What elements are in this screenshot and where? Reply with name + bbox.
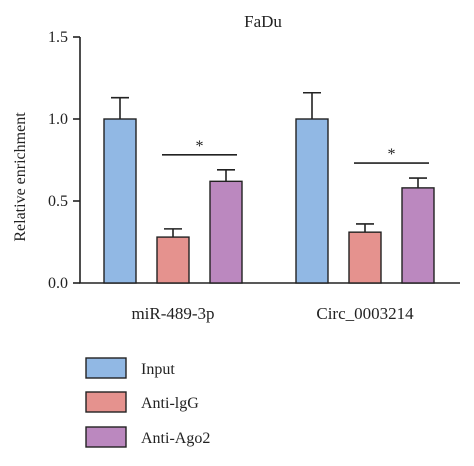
bar bbox=[156, 236, 190, 284]
bar bbox=[401, 187, 435, 284]
bar bbox=[295, 118, 329, 284]
plot-area: 0.0 0.5 1.0 1.5 miR-489-3p Circ_0003214 * * bbox=[48, 29, 460, 323]
bar bbox=[103, 118, 137, 284]
legend-label: Input bbox=[141, 361, 175, 378]
y-axis-label: Relative enrichment bbox=[12, 112, 29, 242]
legend-label: Anti-Ago2 bbox=[141, 430, 210, 447]
significance-label: * bbox=[196, 138, 204, 155]
y-tick-label: 0.0 bbox=[48, 275, 68, 292]
y-tick-label: 1.5 bbox=[48, 29, 68, 46]
y-tick-label: 0.5 bbox=[48, 193, 68, 210]
legend: Input Anti-lgG Anti-Ago2 bbox=[85, 357, 210, 448]
bar bbox=[209, 180, 243, 284]
chart-title: FaDu bbox=[244, 12, 282, 31]
legend-swatch bbox=[85, 357, 127, 379]
legend-swatch bbox=[85, 391, 127, 413]
y-tick-label: 1.0 bbox=[48, 111, 68, 128]
x-tick-label: Circ_0003214 bbox=[316, 304, 414, 323]
x-tick-label: miR-489-3p bbox=[131, 304, 214, 323]
legend-label: Anti-lgG bbox=[141, 395, 199, 412]
bar bbox=[348, 231, 382, 284]
legend-swatch bbox=[85, 426, 127, 448]
significance-label: * bbox=[388, 146, 396, 163]
